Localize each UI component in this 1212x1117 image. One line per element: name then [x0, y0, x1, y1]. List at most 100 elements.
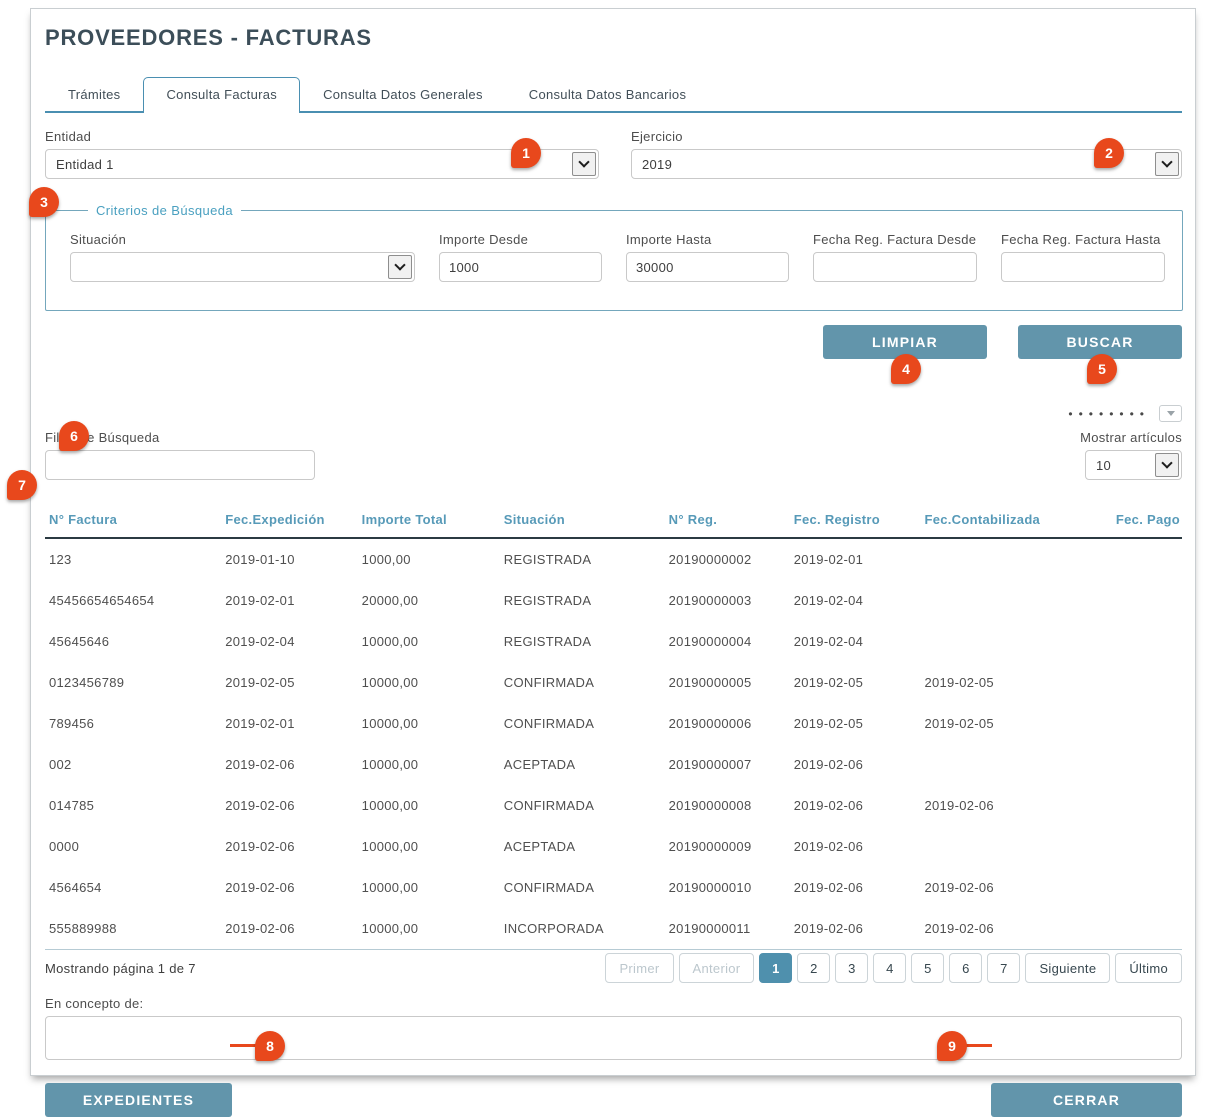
fecha-reg-hasta-input[interactable] [1001, 252, 1165, 282]
fecha-reg-desde-input[interactable] [813, 252, 977, 282]
table-cell [1091, 703, 1182, 744]
table-cell: 2019-01-10 [221, 538, 357, 580]
criterios-busqueda-fieldset: Criterios de Búsqueda Situación Importe … [45, 203, 1183, 311]
table-cell: 4564654 [45, 867, 221, 908]
table-cell [920, 826, 1091, 867]
table-cell: 002 [45, 744, 221, 785]
table-cell: 2019-02-06 [790, 826, 921, 867]
pagination-page-2-button[interactable]: 2 [797, 953, 830, 983]
table-cell [1091, 580, 1182, 621]
annotation-connector [965, 1044, 992, 1047]
table-row[interactable]: 1232019-01-101000,00REGISTRADA2019000000… [45, 538, 1182, 580]
importe-desde-label: Importe Desde [439, 232, 602, 247]
table-cell: 20190000008 [665, 785, 790, 826]
table-cell: 20190000003 [665, 580, 790, 621]
table-cell: 2019-02-06 [221, 908, 357, 950]
mostrar-articulos-select[interactable]: 10 [1085, 450, 1182, 480]
table-cell: 20000,00 [358, 580, 500, 621]
pagination-page-1-button[interactable]: 1 [759, 953, 792, 983]
caret-down-icon [1167, 411, 1175, 416]
table-row[interactable]: 45646542019-02-0610000,00CONFIRMADA20190… [45, 867, 1182, 908]
table-header-row: N° FacturaFec.ExpediciónImporte TotalSit… [45, 504, 1182, 538]
annotation-badge-7: 7 [7, 470, 37, 500]
table-row[interactable]: 0022019-02-0610000,00ACEPTADA20190000007… [45, 744, 1182, 785]
table-cell: 2019-02-06 [790, 785, 921, 826]
table-cell: 2019-02-06 [790, 744, 921, 785]
criterios-busqueda-legend: Criterios de Búsqueda [88, 203, 241, 218]
table-cell: 20190000006 [665, 703, 790, 744]
pagination-page-7-button[interactable]: 7 [987, 953, 1020, 983]
chevron-down-icon[interactable] [572, 152, 596, 176]
pagination-first-button[interactable]: Primer [605, 953, 673, 983]
tab-consulta-facturas[interactable]: Consulta Facturas [143, 77, 300, 113]
table-cell: 2019-02-01 [221, 580, 357, 621]
table-cell: 20190000002 [665, 538, 790, 580]
table-row[interactable]: 456456462019-02-0410000,00REGISTRADA2019… [45, 621, 1182, 662]
chevron-down-icon[interactable] [1155, 152, 1179, 176]
table-row[interactable]: 00002019-02-0610000,00ACEPTADA2019000000… [45, 826, 1182, 867]
tab-consulta-datos-bancarios[interactable]: Consulta Datos Bancarios [506, 77, 710, 111]
table-cell: 20190000010 [665, 867, 790, 908]
pagination-summary: Mostrando página 1 de 7 [45, 961, 196, 976]
pagination-next-button[interactable]: Siguiente [1025, 953, 1110, 983]
annotation-badge-8: 8 [255, 1031, 285, 1061]
tab-consulta-datos-generales[interactable]: Consulta Datos Generales [300, 77, 506, 111]
annotation-badge-1: 1 [511, 138, 541, 168]
column-header: Situación [500, 504, 665, 538]
table-row[interactable]: 0147852019-02-0610000,00CONFIRMADA201900… [45, 785, 1182, 826]
table-cell: 10000,00 [358, 908, 500, 950]
table-cell: INCORPORADA [500, 908, 665, 950]
table-cell: 10000,00 [358, 621, 500, 662]
entidad-select-value: Entidad 1 [56, 157, 114, 172]
tab-tramites[interactable]: Trámites [45, 77, 143, 111]
table-cell: 10000,00 [358, 826, 500, 867]
column-header: Fec. Pago [1091, 504, 1182, 538]
table-options-dropdown-button[interactable] [1159, 405, 1182, 422]
expedientes-button[interactable]: EXPEDIENTES [45, 1083, 232, 1117]
table-cell: 1000,00 [358, 538, 500, 580]
table-cell: 2019-02-06 [221, 867, 357, 908]
importe-hasta-input[interactable] [626, 252, 789, 282]
fecha-reg-hasta-label: Fecha Reg. Factura Hasta [1001, 232, 1165, 247]
table-row[interactable]: 454566546546542019-02-0120000,00REGISTRA… [45, 580, 1182, 621]
table-cell [920, 744, 1091, 785]
table-cell: 123 [45, 538, 221, 580]
filtro-busqueda-input[interactable] [45, 450, 315, 480]
table-cell: 2019-02-01 [790, 538, 921, 580]
table-cell: 2019-02-06 [920, 908, 1091, 950]
table-cell: 20190000007 [665, 744, 790, 785]
table-cell: 2019-02-06 [790, 908, 921, 950]
table-cell [1091, 662, 1182, 703]
importe-desde-input[interactable] [439, 252, 602, 282]
table-cell [1091, 867, 1182, 908]
table-row[interactable]: 01234567892019-02-0510000,00CONFIRMADA20… [45, 662, 1182, 703]
cerrar-button[interactable]: CERRAR [991, 1083, 1182, 1117]
table-cell: 0123456789 [45, 662, 221, 703]
table-cell: 2019-02-05 [920, 703, 1091, 744]
table-cell [1091, 744, 1182, 785]
table-cell: REGISTRADA [500, 538, 665, 580]
table-cell: 2019-02-05 [221, 662, 357, 703]
pagination-prev-button[interactable]: Anterior [679, 953, 755, 983]
table-cell: ACEPTADA [500, 826, 665, 867]
chevron-down-icon[interactable] [1155, 453, 1179, 477]
table-cell: 10000,00 [358, 744, 500, 785]
table-cell: 10000,00 [358, 785, 500, 826]
chevron-down-icon[interactable] [388, 255, 412, 279]
pagination-last-button[interactable]: Último [1115, 953, 1182, 983]
en-concepto-de-textarea[interactable] [45, 1016, 1182, 1060]
table-cell: 2019-02-04 [221, 621, 357, 662]
fecha-reg-desde-label: Fecha Reg. Factura Desde [813, 232, 977, 247]
pagination-page-4-button[interactable]: 4 [873, 953, 906, 983]
table-cell: REGISTRADA [500, 580, 665, 621]
pagination-page-5-button[interactable]: 5 [911, 953, 944, 983]
situacion-select[interactable] [70, 252, 415, 282]
table-cell: 10000,00 [358, 703, 500, 744]
annotation-badge-9: 9 [937, 1031, 967, 1061]
table-row[interactable]: 7894562019-02-0110000,00CONFIRMADA201900… [45, 703, 1182, 744]
pagination-page-6-button[interactable]: 6 [949, 953, 982, 983]
column-header: Fec.Contabilizada [920, 504, 1091, 538]
table-row[interactable]: 5558899882019-02-0610000,00INCORPORADA20… [45, 908, 1182, 950]
pagination-page-3-button[interactable]: 3 [835, 953, 868, 983]
tab-bar: Trámites Consulta Facturas Consulta Dato… [45, 77, 1182, 113]
